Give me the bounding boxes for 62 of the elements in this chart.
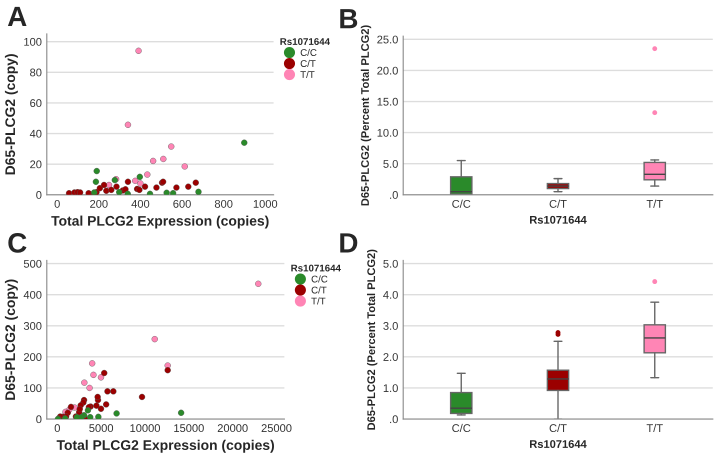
legend-label: C/C	[312, 275, 328, 283]
x-tick-label: T/T	[646, 424, 663, 432]
legend-label: T/T	[311, 297, 326, 305]
y-tick-label: 400	[24, 290, 42, 299]
x-tick-label: 200	[90, 200, 108, 208]
y-tick-label: 100	[24, 38, 42, 46]
legend-label: C/T	[300, 60, 316, 68]
x-tick-label: 15000	[174, 424, 204, 432]
y-tick-label: 60	[30, 99, 42, 108]
chart-title: C	[8, 233, 26, 253]
y-tick-label: 20.0	[377, 66, 398, 75]
y-tick-label: 200	[24, 353, 42, 361]
legend-label: C/T	[312, 286, 327, 294]
y-tick-label: 5.0	[383, 160, 398, 168]
y-tick-label: 0	[36, 415, 42, 424]
y-tick-label: 100	[24, 384, 42, 392]
y-tick-label: 15.0	[378, 98, 398, 106]
y-tick-label: 20	[30, 160, 42, 168]
y-tick-label: 300	[24, 322, 42, 330]
y-tick-label: 2.0	[383, 353, 398, 361]
legend-title: Rs1071644	[280, 38, 330, 46]
x-tick-label: 400	[131, 200, 150, 208]
y-tick-label: 0	[36, 191, 42, 199]
x-axis-title: Rs1071644	[530, 440, 587, 448]
y-axis-title: D65-PLCG2 (copy)	[4, 279, 18, 400]
x-tick-label: C/C	[452, 200, 470, 208]
x-tick-label: C/C	[452, 424, 470, 432]
x-tick-label: 1000	[254, 200, 278, 208]
x-tick-label: 0	[54, 200, 60, 208]
y-tick-label: 80	[30, 68, 42, 76]
y-tick-label: 1.0	[384, 384, 398, 392]
y-tick-label: 25.0	[377, 36, 398, 44]
y-axis-title: D65-PLCG2 (copy)	[4, 54, 18, 174]
chart-title: D	[340, 233, 358, 252]
y-tick-label: .0	[390, 191, 398, 199]
x-tick-label: 10000	[130, 424, 160, 432]
x-tick-label: 5000	[89, 424, 114, 432]
legend-title: Rs1071644	[291, 264, 341, 272]
x-tick-label: C/T	[550, 424, 567, 432]
legend-label: C/C	[300, 48, 317, 56]
y-tick-label: 5.0	[383, 260, 398, 268]
y-axis-title: D65-PLCG2 (Percent Total PLCG2)	[360, 25, 372, 206]
y-tick-label: 4.0	[383, 290, 398, 299]
x-tick-label: 0	[54, 424, 60, 432]
chart-title: A	[8, 6, 27, 26]
x-tick-label: 20000	[218, 424, 248, 432]
x-axis-title: Total PLCG2 Expression (copies)	[51, 216, 269, 229]
x-tick-label: 600	[173, 200, 191, 208]
x-tick-label: T/T	[646, 200, 663, 208]
x-tick-label: 25000	[262, 424, 292, 432]
chart-title: B	[340, 9, 358, 28]
y-tick-label: 40	[30, 130, 42, 138]
x-axis-title: Total PLCG2 Expression (copies)	[56, 440, 274, 453]
x-tick-label: 800	[214, 200, 232, 208]
x-axis-title: Rs1071644	[530, 216, 587, 224]
y-tick-label: .0	[390, 415, 398, 424]
y-tick-label: 500	[24, 260, 42, 268]
y-tick-label: 10.0	[378, 128, 398, 137]
x-tick-label: C/T	[550, 200, 567, 208]
legend-label: T/T	[300, 70, 315, 78]
y-tick-label: 3.0	[383, 322, 398, 330]
y-axis-title: D65-PLCG2 (Percent Total PLCG2)	[366, 250, 378, 430]
